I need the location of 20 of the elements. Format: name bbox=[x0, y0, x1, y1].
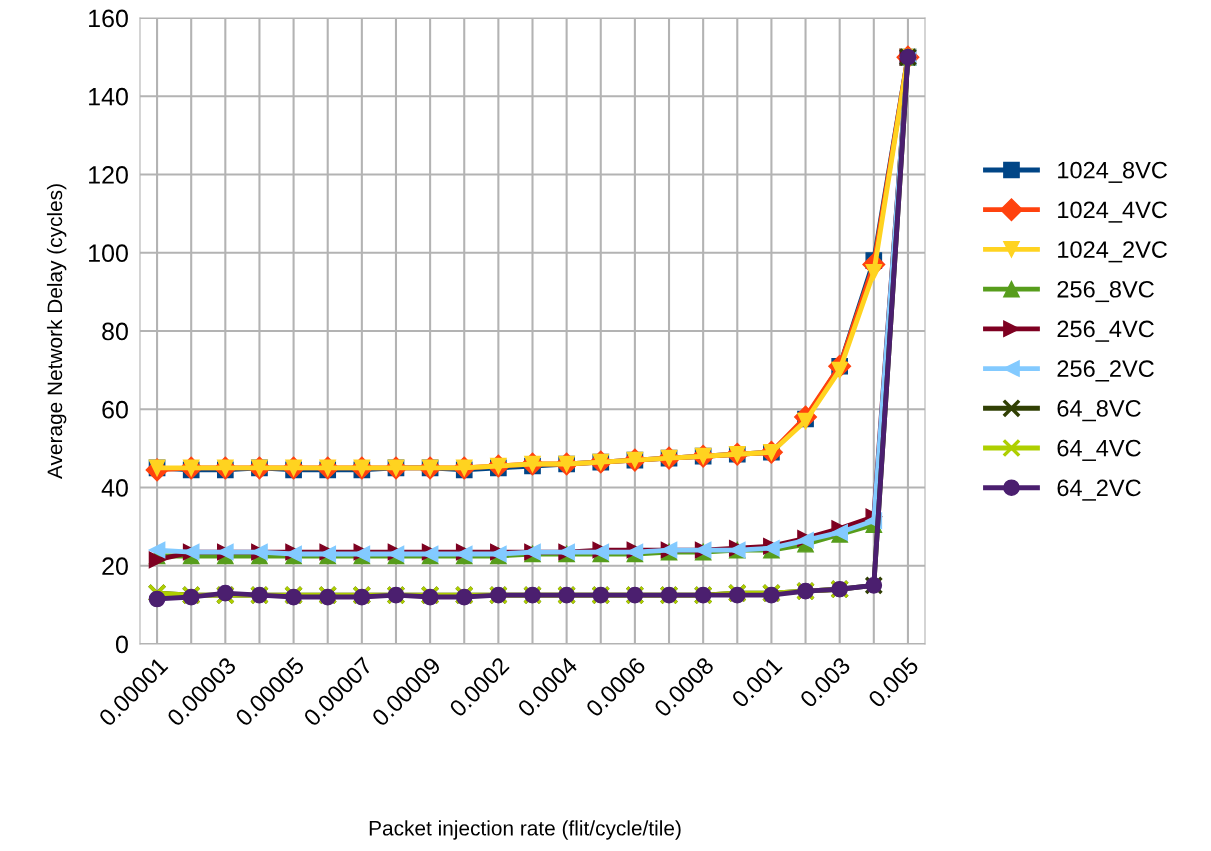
legend-label: 64_8VC bbox=[1057, 400, 1141, 422]
legend-label: 64_2VC bbox=[1057, 479, 1141, 501]
x-axis-title: Packet injection rate (flit/cycle/tile) bbox=[369, 820, 681, 840]
y-tick-label: 140 bbox=[89, 87, 128, 106]
y-tick-label: 80 bbox=[102, 322, 128, 341]
legend-label: 1024_2VC bbox=[1058, 241, 1168, 263]
legend-label: 64_4VC bbox=[1057, 439, 1141, 461]
y-tick-label: 60 bbox=[102, 400, 128, 419]
legend-label: 1024_4VC bbox=[1058, 201, 1168, 223]
y-tick-label: 120 bbox=[89, 166, 128, 184]
y-tick-label: 100 bbox=[89, 244, 128, 263]
y-tick-label: 40 bbox=[101, 479, 128, 497]
y-axis-title: Average Network Delay (cycles) bbox=[46, 184, 67, 479]
y-tick-label: 0 bbox=[115, 635, 128, 654]
y-tick-label: 20 bbox=[102, 557, 128, 576]
legend-label: 1024_8VC bbox=[1058, 161, 1168, 183]
legend-label: 256_8VC bbox=[1057, 280, 1154, 303]
legend-label: 256_4VC bbox=[1057, 320, 1154, 342]
y-tick-label: 160 bbox=[89, 9, 128, 28]
legend-label: 256_2VC bbox=[1057, 360, 1154, 382]
